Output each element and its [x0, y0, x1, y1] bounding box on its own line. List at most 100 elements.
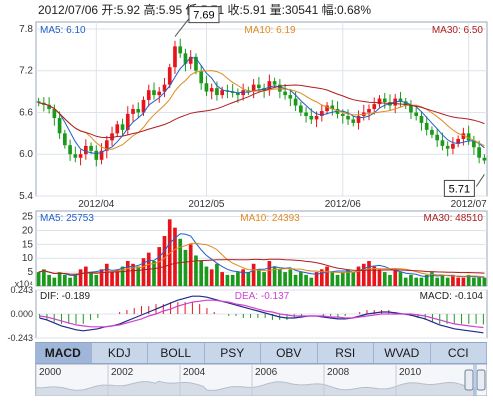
tab-wvad[interactable]: WVAD	[374, 343, 431, 363]
volume-bar	[367, 261, 371, 286]
volume-bar	[414, 277, 419, 286]
candle-body	[183, 53, 188, 64]
candle-body	[241, 90, 245, 96]
navigator-right-handle[interactable]	[476, 369, 486, 391]
volume-ma30-line	[38, 258, 485, 275]
candle-body	[94, 150, 99, 160]
navigator-year-label: 2000	[39, 367, 62, 378]
candle-body	[435, 134, 440, 141]
candle-body	[325, 105, 329, 112]
dea-line	[39, 299, 484, 329]
candle-body	[304, 112, 308, 116]
volume-bar	[393, 269, 398, 286]
volume-bar	[120, 266, 125, 286]
candle-body	[73, 154, 78, 158]
volume-bar	[472, 277, 476, 286]
volume-tick-label: 10	[22, 253, 34, 264]
candle-body	[204, 83, 209, 92]
volume-bar	[157, 247, 162, 286]
navigator-year-label: 2010	[399, 367, 422, 378]
candle-body	[209, 88, 214, 92]
candle-body	[110, 133, 114, 141]
candle-body	[403, 101, 408, 106]
volume-unit-label: x10⁴	[15, 279, 34, 289]
candle-body	[319, 111, 324, 116]
tab-macd[interactable]: MACD	[35, 343, 92, 363]
volume-bar	[220, 272, 225, 286]
candle-body	[251, 84, 256, 92]
volume-bar	[183, 249, 188, 286]
volume-value: 30541	[284, 3, 319, 17]
volume-tick-label: 5	[27, 267, 33, 278]
candle-body	[377, 98, 382, 105]
indicator-tabs: MACD KDJ BOLL PSY OBV RSI WVAD CCI	[35, 342, 487, 364]
timeline-navigator[interactable]: 2000 2002 2004 2006 2008 2010	[35, 364, 487, 396]
ma30-line	[38, 84, 485, 139]
change-label: 幅:	[321, 3, 337, 17]
candle-body	[278, 84, 282, 92]
price-tick-label: 7.8	[19, 24, 33, 35]
candle-body	[477, 147, 481, 158]
volume-bar	[314, 272, 319, 286]
candle-body	[68, 145, 72, 155]
candle-body	[346, 115, 350, 120]
volume-bar	[241, 269, 245, 286]
tab-rsi[interactable]: RSI	[318, 343, 374, 363]
change-value: 0.68%	[337, 3, 372, 17]
candle-body	[146, 90, 151, 100]
volume-bar	[382, 272, 387, 286]
volume-bar	[194, 255, 198, 286]
close-value: 5.91	[242, 3, 267, 17]
tab-cci[interactable]: CCI	[431, 343, 487, 363]
volume-bar	[304, 274, 308, 286]
volume-ma5-line	[38, 233, 485, 278]
volume-bar	[325, 266, 329, 286]
candle-body	[356, 115, 361, 123]
candle-body	[372, 104, 377, 109]
candle-body	[283, 91, 287, 96]
volume-bar	[267, 261, 272, 286]
candle-body	[136, 109, 141, 113]
tab-psy[interactable]: PSY	[205, 343, 261, 363]
volume-bar	[209, 269, 214, 286]
candle-body	[309, 115, 314, 120]
chart-svg: 7.8 7.2 6.6 6.0 5.4 2012/04 2012/05 2012/06 2012…	[7, 6, 488, 342]
volume-bar	[424, 274, 429, 286]
tab-kdj[interactable]: KDJ	[92, 343, 148, 363]
high-label: 高:	[143, 3, 159, 17]
volume-bar	[162, 236, 167, 286]
candle-body	[482, 157, 487, 161]
candle-body	[99, 150, 104, 160]
volume-bar	[173, 227, 177, 286]
candle-body	[141, 99, 146, 113]
navigator-left-handle[interactable]	[464, 369, 474, 391]
volume-bar	[63, 274, 67, 286]
quote-date: 2012/07/06	[38, 3, 99, 17]
volume-bar	[330, 272, 335, 286]
tab-boll[interactable]: BOLL	[148, 343, 205, 363]
volume-bar	[188, 244, 193, 286]
volume-bar	[335, 274, 340, 286]
candle-body	[215, 88, 219, 96]
candle-body	[424, 122, 429, 130]
volume-bar	[99, 269, 104, 286]
min-annotation-box	[443, 179, 475, 197]
max-annotation-box	[188, 6, 220, 24]
navigator-selection	[473, 364, 477, 396]
tab-obv[interactable]: OBV	[261, 343, 318, 363]
volume-bar	[340, 272, 345, 286]
volume-bar	[262, 272, 266, 286]
candle-body	[466, 133, 471, 141]
x-tick-label: 2012/04	[78, 199, 115, 210]
candle-body	[36, 101, 41, 103]
volume-bar	[346, 269, 350, 286]
candle-body	[351, 119, 356, 123]
volume-bar	[293, 274, 298, 286]
candle-body	[398, 98, 403, 102]
volume-bar	[52, 277, 57, 286]
candle-body	[409, 105, 413, 113]
candle-body	[440, 140, 445, 146]
volume-label: 量:	[269, 3, 285, 17]
volume-bar	[73, 274, 78, 286]
